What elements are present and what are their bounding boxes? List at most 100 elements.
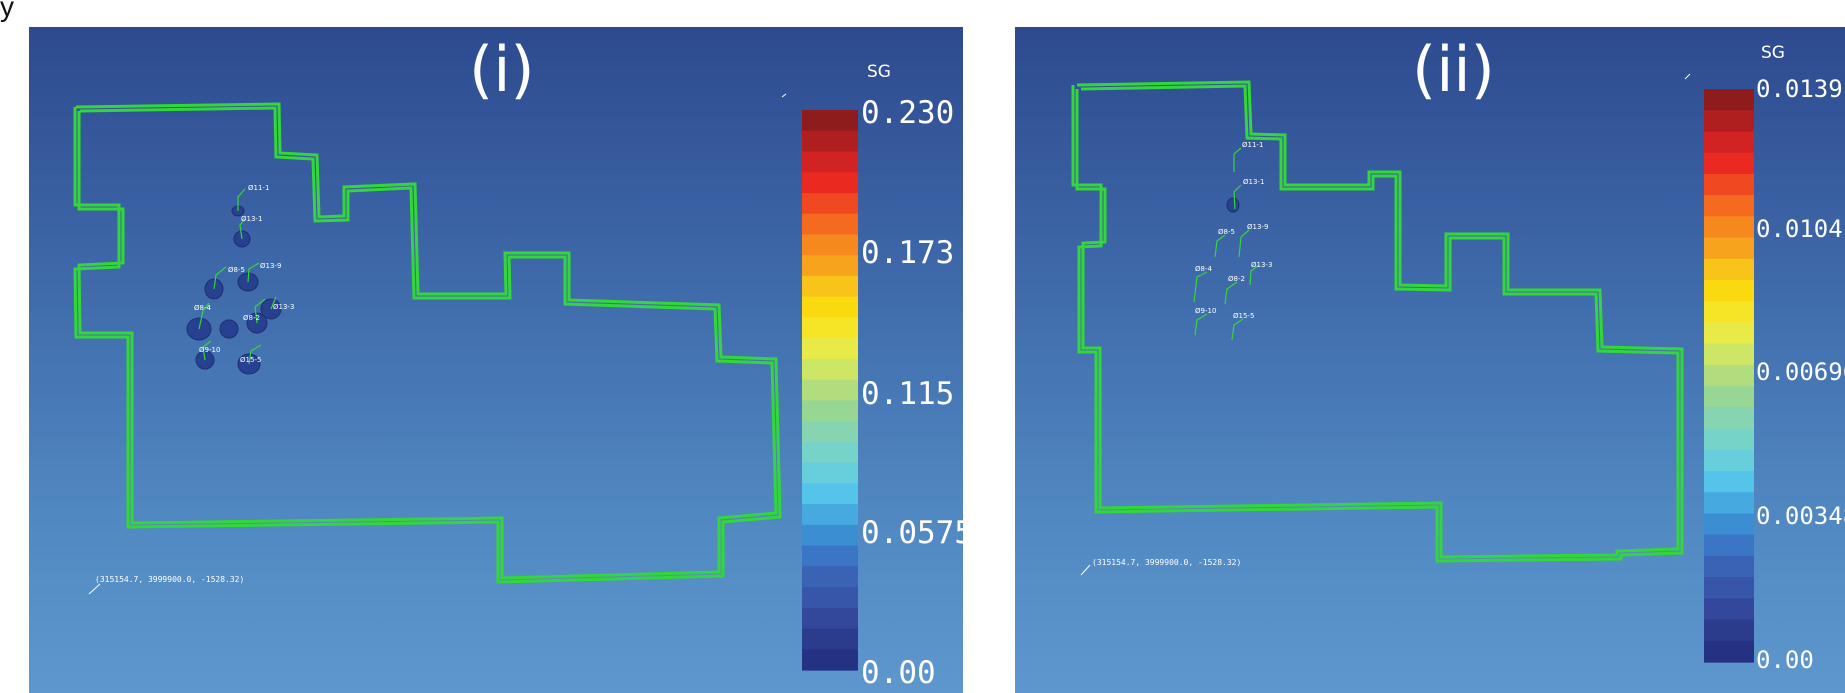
well-label: Ø8-4 <box>1195 265 1212 273</box>
colorbar-band <box>1704 492 1754 515</box>
colorbar-band <box>802 566 858 588</box>
well-label: Ø9-10 <box>199 346 220 354</box>
well-label: Ø13-9 <box>260 262 281 270</box>
colorbar-band <box>1704 216 1754 239</box>
colorbar-tick-label: 0.00 <box>861 655 936 691</box>
colorbar-band <box>1704 152 1754 175</box>
well-label: Ø13-1 <box>241 215 262 223</box>
colorbar-band <box>802 504 858 526</box>
colorbar-band <box>1704 471 1754 493</box>
colorbar-band <box>1704 301 1754 324</box>
reservoir-boundary <box>73 102 782 584</box>
colorbar-band <box>802 275 858 298</box>
colorbar-tick-label: 0.0104 <box>1756 215 1843 243</box>
colorbar-band <box>802 255 858 277</box>
well-label: Ø8-2 <box>243 314 260 322</box>
well-label: Ø11-1 <box>248 184 269 192</box>
colorbar-band <box>802 400 858 422</box>
colorbar-tick-label: 0.173 <box>861 235 955 271</box>
colorbar-band <box>802 358 858 381</box>
well-labels: Ø11-1 Ø13-1 Ø8-5 Ø13-9 Ø8-4 Ø8-2 Ø13-3 Ø… <box>1195 141 1272 320</box>
well-traces <box>198 188 277 365</box>
axis-tick-mark <box>1684 73 1691 80</box>
figure-corner-mark: y <box>0 0 14 22</box>
well-label: Ø13-9 <box>1247 223 1268 231</box>
colorbar-band <box>1704 619 1754 642</box>
colorbar-band <box>802 130 858 153</box>
well-label: Ø13-3 <box>273 303 294 311</box>
colorbar-band <box>1704 386 1754 408</box>
reservoir-boundary <box>1071 80 1684 563</box>
colorbar-band <box>802 379 858 401</box>
colorbar-band <box>802 338 858 360</box>
colorbar-band <box>1704 195 1754 217</box>
colorbar-band <box>1704 280 1754 302</box>
colorbar-band <box>802 234 858 256</box>
well-label: Ø13-3 <box>1251 261 1272 269</box>
plume-clusters <box>186 205 282 375</box>
well-label: Ø13-1 <box>1243 178 1264 186</box>
colorbar-title: SG <box>1761 43 1785 63</box>
colorbar-band <box>802 462 858 484</box>
colorbar-band <box>802 607 858 630</box>
colorbar-band <box>802 296 858 319</box>
colorbar-tick-label: 0.230 <box>861 95 955 131</box>
colorbar-tick-label: 0.00348 <box>1756 502 1845 530</box>
colorbar-tick-label: 0.0575 <box>861 515 963 551</box>
axis-tick-mark <box>781 93 787 98</box>
colorbar-band <box>802 483 858 505</box>
colorbar-band <box>1704 407 1754 430</box>
well-labels: Ø11-1 Ø13-1 Ø8-5 Ø13-9 Ø8-4 Ø8-2 Ø13-3 Ø… <box>194 184 294 364</box>
colorbar-tick-label: 0.00 <box>1756 646 1814 674</box>
colorbar-band <box>802 110 858 132</box>
colorbar-band <box>802 192 858 215</box>
coordinate-readout: (315154.7, 3999900.0, -1528.32) <box>1092 558 1242 567</box>
colorbar-band <box>1704 322 1754 345</box>
colorbar-band <box>1704 428 1754 451</box>
colorbar-band <box>1704 555 1754 578</box>
well-label: Ø11-1 <box>1242 141 1263 149</box>
colorbar-band <box>1704 513 1754 536</box>
colorbar-band <box>1704 598 1754 621</box>
colorbar-band <box>802 524 858 547</box>
well-label: Ø8-2 <box>1228 275 1245 283</box>
colorbar-band <box>802 421 858 443</box>
well-label: Ø8-5 <box>228 266 245 274</box>
colorbar-band <box>1704 237 1754 260</box>
colorbar-band <box>802 587 858 609</box>
colorbar-band <box>802 151 858 173</box>
plume-blob <box>1226 197 1240 213</box>
colorbar <box>1704 89 1754 663</box>
coordinate-pointer <box>1080 564 1091 576</box>
well-label: Ø15-5 <box>240 356 261 364</box>
colorbar-tick-label: 0.0139 <box>1756 75 1843 103</box>
simulation-panel-ii: Ø11-1 Ø13-1 Ø8-5 Ø13-9 Ø8-4 Ø8-2 Ø13-3 Ø… <box>1015 27 1845 693</box>
simulation-panel-i: Ø11-1 Ø13-1 Ø8-5 Ø13-9 Ø8-4 Ø8-2 Ø13-3 Ø… <box>29 27 963 693</box>
colorbar-band <box>1704 89 1754 111</box>
colorbar-title: SG <box>867 62 891 82</box>
well-label: Ø9-10 <box>1195 307 1216 315</box>
colorbar-band <box>1704 364 1754 387</box>
panel-label: (ii) <box>1412 33 1495 106</box>
colorbar-band <box>1704 343 1754 366</box>
colorbar-band <box>1704 173 1754 196</box>
coordinate-readout: (315154.7, 3999900.0, -1528.32) <box>95 575 245 584</box>
coordinate-pointer <box>88 583 101 595</box>
colorbar-band <box>802 213 858 236</box>
colorbar-band <box>1704 258 1754 281</box>
well-traces <box>1193 147 1260 341</box>
colorbar-band <box>1704 577 1754 599</box>
colorbar-band <box>1704 534 1754 557</box>
colorbar-band <box>802 172 858 194</box>
colorbar-band <box>1704 131 1754 154</box>
colorbar-band <box>1704 449 1754 472</box>
colorbar-band <box>802 317 858 339</box>
colorbar-band <box>802 628 858 650</box>
well-label: Ø8-4 <box>194 304 211 312</box>
well-label: Ø8-5 <box>1218 228 1235 236</box>
colorbar-band <box>802 545 858 567</box>
colorbar-band <box>1704 110 1754 133</box>
plume-blob <box>219 319 239 339</box>
well-label: Ø15-5 <box>1233 312 1254 320</box>
panel-ii-canvas: Ø11-1 Ø13-1 Ø8-5 Ø13-9 Ø8-4 Ø8-2 Ø13-3 Ø… <box>1071 73 1754 663</box>
